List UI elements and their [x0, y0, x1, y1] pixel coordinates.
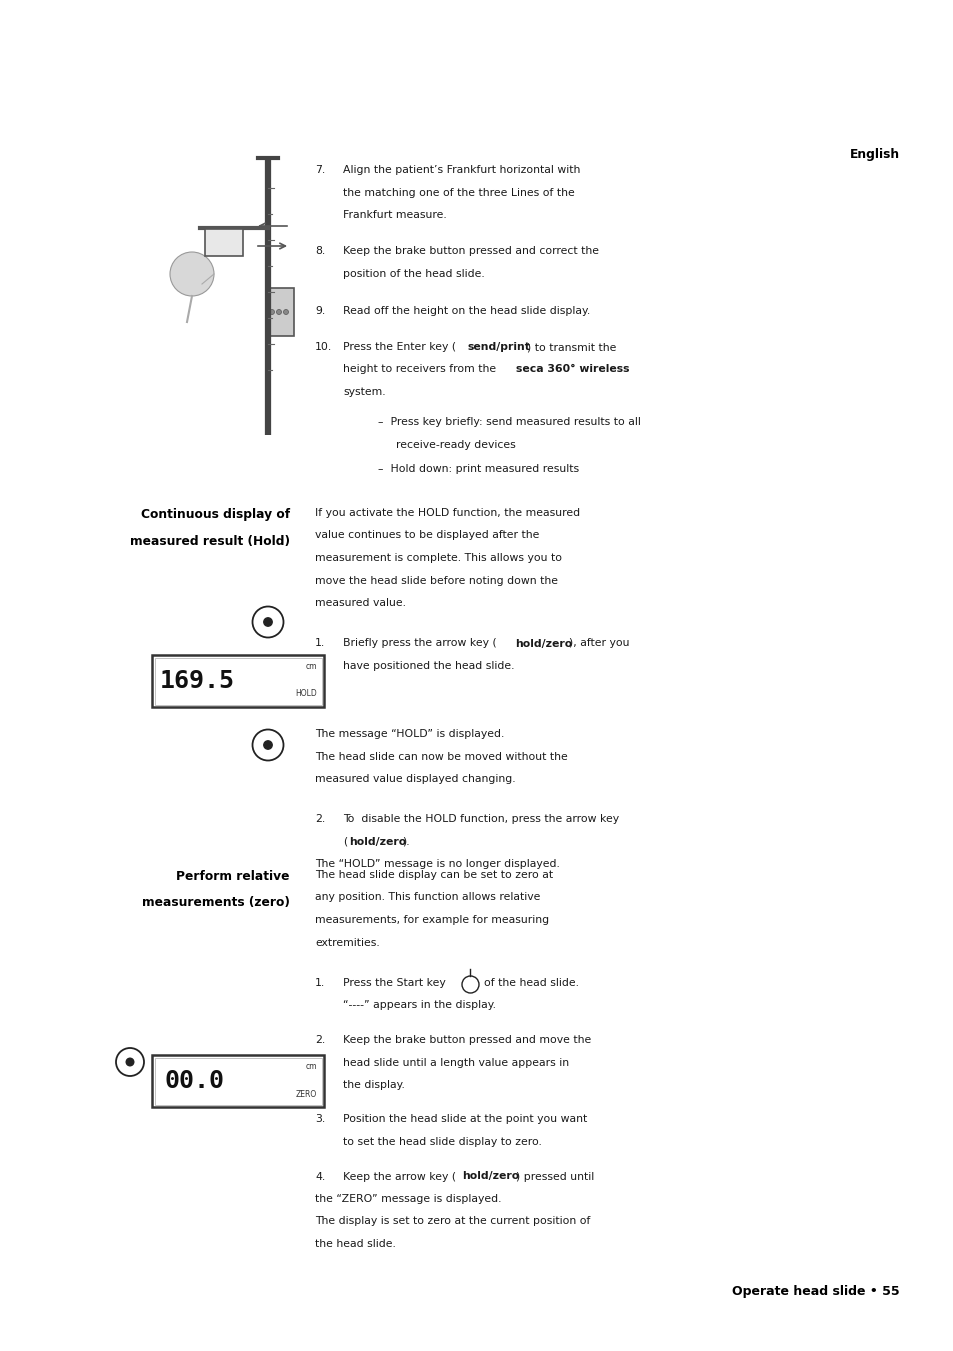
Text: Press the Enter key (: Press the Enter key (: [343, 342, 456, 353]
Text: have positioned the head slide.: have positioned the head slide.: [343, 661, 514, 671]
Text: Briefly press the arrow key (: Briefly press the arrow key (: [343, 639, 497, 648]
Text: –  Hold down: print measured results: – Hold down: print measured results: [377, 465, 578, 474]
Text: system.: system.: [343, 386, 385, 397]
Circle shape: [264, 617, 272, 627]
Text: measured value displayed changing.: measured value displayed changing.: [314, 774, 515, 784]
Text: height to receivers from the: height to receivers from the: [343, 365, 499, 374]
Text: 7.: 7.: [314, 165, 325, 176]
Text: Operate head slide • 55: Operate head slide • 55: [732, 1285, 899, 1298]
Text: 1.: 1.: [314, 978, 325, 988]
Circle shape: [276, 309, 281, 315]
Text: Keep the brake button pressed and correct the: Keep the brake button pressed and correc…: [343, 246, 598, 257]
Text: If you activate the HOLD function, the measured: If you activate the HOLD function, the m…: [314, 508, 579, 517]
Circle shape: [269, 309, 274, 315]
Text: 10.: 10.: [314, 342, 332, 353]
Text: 00.0: 00.0: [164, 1069, 224, 1093]
Text: measurements (zero): measurements (zero): [142, 897, 290, 909]
FancyBboxPatch shape: [154, 658, 321, 704]
Text: The “HOLD” message is no longer displayed.: The “HOLD” message is no longer displaye…: [314, 859, 559, 870]
Text: measurement is complete. This allows you to: measurement is complete. This allows you…: [314, 553, 561, 563]
Text: The message “HOLD” is displayed.: The message “HOLD” is displayed.: [314, 730, 504, 739]
FancyBboxPatch shape: [154, 1058, 321, 1105]
Text: 169.5: 169.5: [160, 669, 234, 693]
Text: measured value.: measured value.: [314, 598, 406, 608]
Text: The head slide display can be set to zero at: The head slide display can be set to zer…: [314, 870, 553, 880]
FancyBboxPatch shape: [266, 288, 294, 336]
Text: the display.: the display.: [343, 1079, 404, 1090]
FancyBboxPatch shape: [152, 1055, 324, 1106]
Text: 8.: 8.: [314, 246, 325, 257]
Text: “----” appears in the display.: “----” appears in the display.: [343, 1001, 496, 1011]
Text: 3.: 3.: [314, 1115, 325, 1124]
Text: Position the head slide at the point you want: Position the head slide at the point you…: [343, 1115, 587, 1124]
FancyBboxPatch shape: [205, 228, 243, 255]
Text: 4.: 4.: [314, 1171, 325, 1182]
Text: extremities.: extremities.: [314, 938, 379, 947]
Text: send/print: send/print: [468, 342, 530, 353]
FancyBboxPatch shape: [152, 655, 324, 707]
Text: The head slide can now be moved without the: The head slide can now be moved without …: [314, 751, 567, 762]
Text: the “ZERO” message is displayed.: the “ZERO” message is displayed.: [314, 1194, 501, 1204]
Text: ) pressed until: ) pressed until: [515, 1171, 593, 1182]
Circle shape: [264, 740, 272, 750]
Text: seca 360° wireless: seca 360° wireless: [515, 365, 628, 374]
Text: Frankfurt measure.: Frankfurt measure.: [343, 209, 446, 220]
Text: Continuous display of: Continuous display of: [141, 508, 290, 521]
Text: ) to transmit the: ) to transmit the: [527, 342, 617, 353]
Text: ), after you: ), after you: [569, 639, 629, 648]
Text: to set the head slide display to zero.: to set the head slide display to zero.: [343, 1138, 541, 1147]
Text: English: English: [849, 149, 899, 161]
Text: HOLD: HOLD: [294, 689, 316, 698]
Text: 9.: 9.: [314, 305, 325, 316]
Text: To  disable the HOLD function, press the arrow key: To disable the HOLD function, press the …: [343, 815, 618, 824]
Text: hold/zero: hold/zero: [349, 838, 406, 847]
Text: Keep the arrow key (: Keep the arrow key (: [343, 1171, 456, 1182]
Text: of the head slide.: of the head slide.: [483, 978, 578, 988]
Text: hold/zero: hold/zero: [515, 639, 572, 648]
Text: ZERO: ZERO: [295, 1089, 316, 1098]
Text: the matching one of the three Lines of the: the matching one of the three Lines of t…: [343, 188, 574, 197]
Text: –  Press key briefly: send measured results to all: – Press key briefly: send measured resul…: [377, 417, 640, 427]
Text: Align the patient’s Frankfurt horizontal with: Align the patient’s Frankfurt horizontal…: [343, 165, 579, 176]
Text: Read off the height on the head slide display.: Read off the height on the head slide di…: [343, 305, 590, 316]
Text: Perform relative: Perform relative: [176, 870, 290, 884]
Text: ).: ).: [402, 838, 410, 847]
Text: receive-ready devices: receive-ready devices: [395, 440, 516, 450]
Text: (: (: [343, 838, 347, 847]
Text: the head slide.: the head slide.: [314, 1239, 395, 1250]
Text: measured result (Hold): measured result (Hold): [130, 535, 290, 547]
Text: head slide until a length value appears in: head slide until a length value appears …: [343, 1058, 569, 1067]
Text: position of the head slide.: position of the head slide.: [343, 269, 484, 280]
Circle shape: [126, 1058, 133, 1066]
Text: measurements, for example for measuring: measurements, for example for measuring: [314, 915, 549, 925]
Text: 2.: 2.: [314, 1035, 325, 1046]
Text: move the head slide before noting down the: move the head slide before noting down t…: [314, 576, 558, 585]
Circle shape: [283, 309, 288, 315]
Text: value continues to be displayed after the: value continues to be displayed after th…: [314, 531, 538, 540]
Text: cm: cm: [305, 1062, 316, 1071]
Text: cm: cm: [305, 662, 316, 671]
Text: Press the Start key: Press the Start key: [343, 978, 449, 988]
Text: any position. This function allows relative: any position. This function allows relat…: [314, 893, 539, 902]
Text: 2.: 2.: [314, 815, 325, 824]
Text: The display is set to zero at the current position of: The display is set to zero at the curren…: [314, 1216, 590, 1227]
Text: hold/zero: hold/zero: [461, 1171, 518, 1182]
Circle shape: [170, 253, 213, 296]
Text: 1.: 1.: [314, 639, 325, 648]
Text: Keep the brake button pressed and move the: Keep the brake button pressed and move t…: [343, 1035, 591, 1046]
